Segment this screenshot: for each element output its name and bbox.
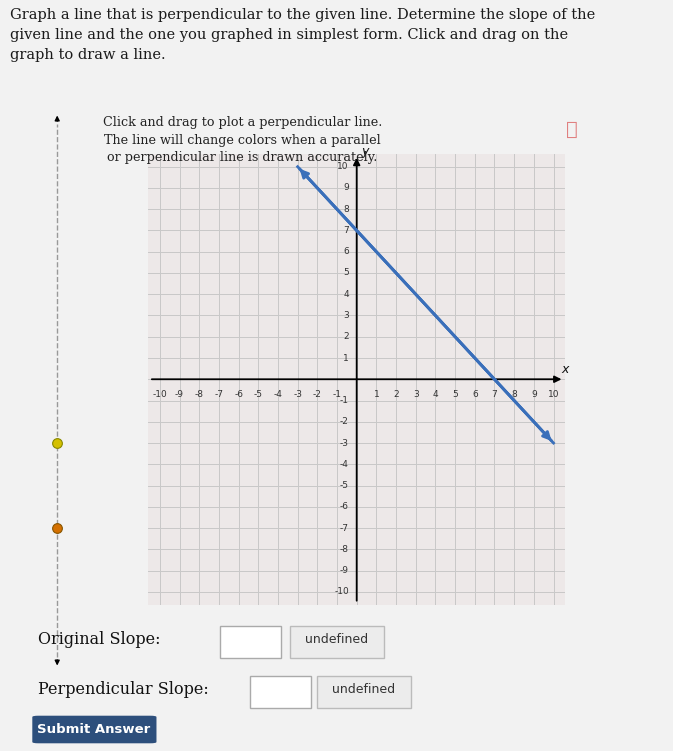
- Text: -3: -3: [293, 390, 302, 399]
- Text: 5: 5: [343, 268, 349, 277]
- FancyBboxPatch shape: [290, 626, 384, 658]
- FancyBboxPatch shape: [250, 676, 311, 707]
- Text: 7: 7: [343, 226, 349, 235]
- Text: -6: -6: [340, 502, 349, 511]
- Text: -1: -1: [340, 396, 349, 405]
- Text: Perpendicular Slope:: Perpendicular Slope:: [38, 681, 209, 698]
- Text: x: x: [561, 363, 569, 376]
- Text: The line will change colors when a parallel: The line will change colors when a paral…: [104, 134, 381, 146]
- Text: -6: -6: [234, 390, 243, 399]
- Text: Original Slope:: Original Slope:: [38, 631, 161, 648]
- Text: undefined: undefined: [305, 633, 368, 646]
- Text: -2: -2: [340, 418, 349, 427]
- Text: -2: -2: [313, 390, 322, 399]
- Text: 9: 9: [531, 390, 536, 399]
- Text: 8: 8: [343, 205, 349, 214]
- Text: -8: -8: [194, 390, 204, 399]
- Text: 7: 7: [491, 390, 497, 399]
- Text: or perpendicular line is drawn accurately.: or perpendicular line is drawn accuratel…: [107, 151, 378, 164]
- Text: -7: -7: [215, 390, 223, 399]
- Text: 3: 3: [343, 311, 349, 320]
- Text: 3: 3: [413, 390, 419, 399]
- Text: -10: -10: [153, 390, 168, 399]
- Text: 5: 5: [452, 390, 458, 399]
- Text: 2: 2: [393, 390, 399, 399]
- Text: -5: -5: [254, 390, 262, 399]
- Text: -9: -9: [175, 390, 184, 399]
- Text: Graph a line that is perpendicular to the given line. Determine the slope of the: Graph a line that is perpendicular to th…: [10, 8, 596, 62]
- Text: -4: -4: [340, 460, 349, 469]
- FancyBboxPatch shape: [220, 626, 281, 658]
- Text: 8: 8: [511, 390, 517, 399]
- Text: 4: 4: [433, 390, 438, 399]
- FancyBboxPatch shape: [32, 716, 156, 743]
- Text: 1: 1: [343, 354, 349, 363]
- Text: 2: 2: [343, 332, 349, 341]
- Text: 6: 6: [472, 390, 478, 399]
- Text: 6: 6: [343, 247, 349, 256]
- Text: 4: 4: [343, 290, 349, 299]
- Text: -3: -3: [340, 439, 349, 448]
- Text: 10: 10: [548, 390, 559, 399]
- Text: 10: 10: [337, 162, 349, 171]
- Text: -7: -7: [340, 523, 349, 532]
- Text: -9: -9: [340, 566, 349, 575]
- Text: Click and drag to plot a perpendicular line.: Click and drag to plot a perpendicular l…: [102, 116, 382, 129]
- Text: y: y: [361, 145, 368, 158]
- Text: -1: -1: [332, 390, 341, 399]
- FancyBboxPatch shape: [317, 676, 411, 707]
- Text: -8: -8: [340, 544, 349, 553]
- Text: -5: -5: [340, 481, 349, 490]
- Text: Submit Answer: Submit Answer: [38, 723, 151, 736]
- Text: -10: -10: [334, 587, 349, 596]
- Text: 1: 1: [374, 390, 380, 399]
- Text: undefined: undefined: [332, 683, 395, 696]
- Text: 9: 9: [343, 183, 349, 192]
- Text: 🔍: 🔍: [566, 120, 578, 139]
- Text: -4: -4: [273, 390, 283, 399]
